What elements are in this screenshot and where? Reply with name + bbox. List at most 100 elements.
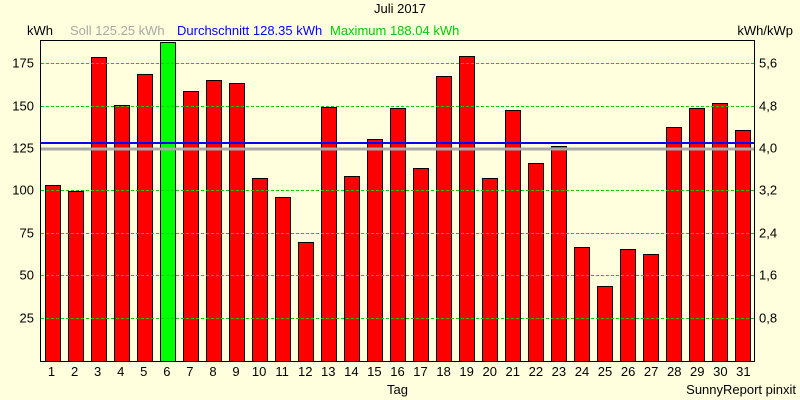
x-axis-day-label: 15	[367, 364, 382, 379]
x-axis-day-label: 9	[232, 364, 240, 379]
grid-line	[41, 63, 754, 65]
x-axis-day-label: 29	[690, 364, 705, 379]
bar-slot	[202, 41, 225, 361]
bar-slot	[570, 41, 593, 361]
bar-slot	[156, 41, 179, 361]
x-axis-day-label: 6	[163, 364, 171, 379]
x-axis-day-label: 7	[186, 364, 194, 379]
bar	[688, 108, 705, 361]
bar	[90, 57, 107, 361]
bar	[44, 184, 61, 361]
left-axis-tick-label: 175	[12, 55, 34, 71]
x-axis-day-label: 4	[117, 364, 125, 379]
right-axis-tick-label: 3,2	[759, 182, 778, 198]
bar-slot	[432, 41, 455, 361]
grid-line	[41, 275, 754, 277]
x-axis-day-label: 31	[736, 364, 751, 379]
left-axis-tick-label: 100	[12, 182, 34, 198]
bar	[504, 110, 521, 361]
x-axis-day-label: 23	[551, 364, 567, 379]
bar	[251, 177, 268, 361]
x-axis: 1 2 3 4 5 6 7 8 9 10 11 12 13 14 15 16 17 18 19 20 21 22 23 24 2…	[40, 364, 755, 379]
bar-slot	[501, 41, 524, 361]
x-axis-day-label: 1	[47, 364, 56, 379]
x-axis-title: Tag	[387, 382, 408, 397]
right-y-axis: 0,8 1,6 2,4 3,2 4,0 4,8 5,6	[759, 40, 799, 360]
bar	[711, 103, 728, 361]
soll-line	[41, 147, 754, 151]
plot-area	[40, 40, 755, 362]
x-axis-day-label: 10	[251, 364, 267, 379]
grid-line	[41, 190, 754, 192]
x-axis-day-label: 3	[94, 364, 102, 379]
right-axis-unit-label: kWh/kWp	[737, 23, 793, 38]
bar	[550, 145, 567, 361]
left-axis-tick-label: 25	[19, 310, 34, 326]
x-axis-day-label: 17	[413, 364, 428, 379]
bar	[527, 162, 544, 361]
x-axis-day-label: 24	[574, 364, 590, 379]
bar-slot	[685, 41, 708, 361]
bar	[734, 130, 751, 361]
bar-slot	[386, 41, 409, 361]
bar	[136, 74, 153, 361]
durchschnitt-line	[41, 142, 754, 145]
bar-slot	[731, 41, 754, 361]
x-axis-day-label: 22	[528, 364, 544, 379]
bar-slot	[317, 41, 340, 361]
bar-slot	[616, 41, 639, 361]
bar	[343, 176, 360, 361]
bar-series	[41, 41, 754, 361]
x-axis-day-label: 30	[713, 364, 728, 379]
bar-maximum-day	[159, 42, 176, 361]
grid-line	[41, 105, 754, 107]
bar	[642, 254, 659, 361]
bar-slot	[271, 41, 294, 361]
chart-title: Juli 2017	[373, 1, 427, 16]
bar-slot	[294, 41, 317, 361]
bar	[619, 249, 636, 361]
bar-slot	[41, 41, 64, 361]
bar-slot	[110, 41, 133, 361]
bar	[481, 177, 498, 361]
bar-slot	[708, 41, 731, 361]
bar-slot	[639, 41, 662, 361]
bar	[205, 79, 222, 361]
x-axis-day-label: 14	[344, 364, 359, 379]
bar	[596, 286, 613, 361]
maximum-legend-label: Maximum 188.04 kWh	[330, 23, 460, 38]
bar-slot	[179, 41, 202, 361]
right-axis-tick-label: 0,8	[759, 310, 778, 326]
right-axis-tick-label: 5,6	[759, 55, 778, 71]
bar	[412, 167, 429, 361]
bar	[458, 55, 475, 361]
bar-slot	[478, 41, 501, 361]
x-axis-day-label: 16	[390, 364, 405, 379]
right-axis-tick-label: 4,0	[759, 140, 778, 156]
grid-line	[41, 317, 754, 319]
bar-slot	[409, 41, 432, 361]
bar	[389, 108, 406, 361]
x-axis-day-label: 11	[275, 364, 289, 379]
bar-slot	[133, 41, 156, 361]
left-axis-tick-label: 50	[19, 267, 34, 283]
right-axis-tick-label: 1,6	[759, 267, 778, 283]
left-y-axis: 25 50 75 100 125 150 175	[0, 40, 36, 360]
x-axis-day-label: 27	[643, 364, 659, 379]
bar-slot	[87, 41, 110, 361]
bar	[274, 196, 291, 361]
x-axis-day-label: 5	[140, 364, 148, 379]
bar-slot	[455, 41, 478, 361]
bar-slot	[340, 41, 363, 361]
bar	[665, 126, 682, 361]
credit-label: SunnyReport pinxit	[686, 382, 796, 397]
bar-slot	[547, 41, 570, 361]
x-axis-day-label: 25	[597, 364, 613, 379]
right-axis-tick-label: 2,4	[759, 225, 778, 241]
left-axis-tick-label: 150	[12, 98, 34, 114]
right-axis-tick-label: 4,8	[759, 98, 778, 114]
bar-slot	[524, 41, 547, 361]
x-axis-day-label: 21	[505, 364, 521, 379]
x-axis-day-label: 12	[297, 364, 313, 379]
